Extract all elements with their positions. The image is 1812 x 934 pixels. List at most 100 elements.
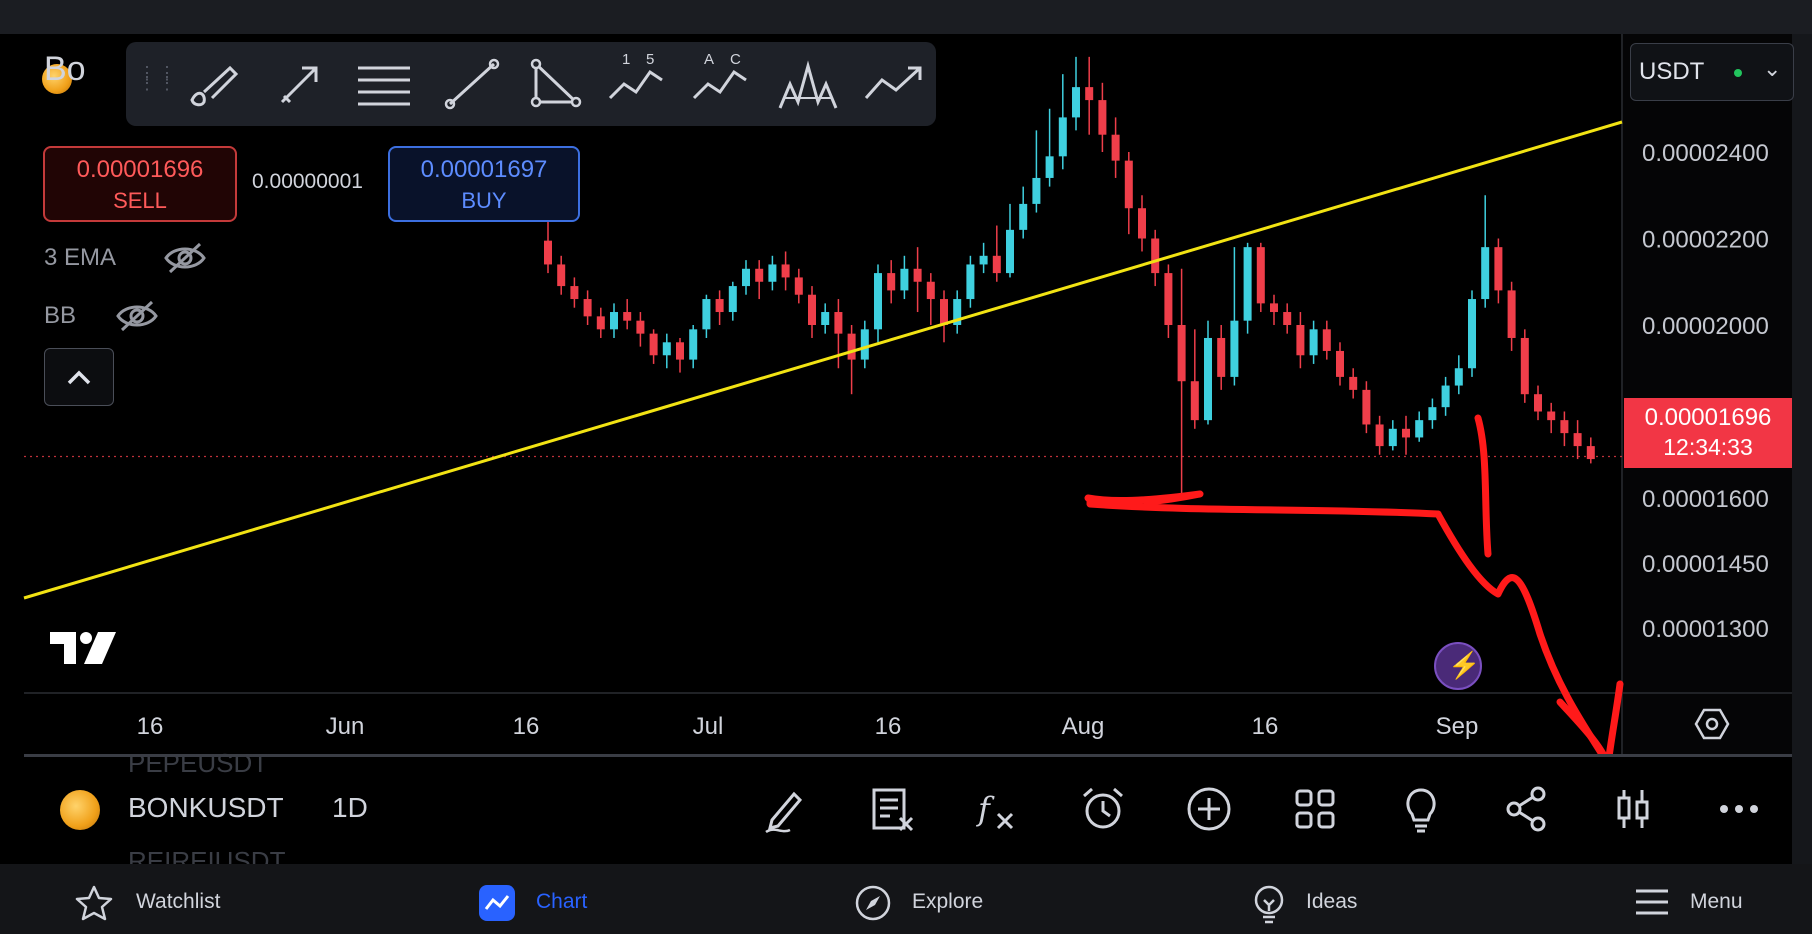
- nav-ideas[interactable]: Ideas: [1250, 864, 1390, 934]
- flash-icon[interactable]: ⚡: [1434, 642, 1482, 690]
- chart-area[interactable]: 0.000024000.000022000.000020000.00001800…: [0, 34, 1792, 754]
- brush-icon[interactable]: [184, 58, 244, 110]
- tradingview-logo-icon: [50, 632, 116, 664]
- candle-body: [1560, 420, 1569, 434]
- path-icon[interactable]: [862, 58, 926, 110]
- time-axis-label: Sep: [1436, 713, 1479, 740]
- time-axis-label: 16: [875, 713, 902, 740]
- trend-line-icon[interactable]: [442, 58, 502, 110]
- candlestick-chart[interactable]: 0.000024000.000022000.000020000.00001800…: [0, 34, 1792, 754]
- buy-button[interactable]: 0.00001697 BUY: [388, 146, 580, 222]
- alarm-clock-icon[interactable]: [1078, 784, 1128, 834]
- candle-body: [1124, 160, 1133, 209]
- chevron-up-icon: [67, 370, 91, 385]
- triangle-pattern-icon[interactable]: [526, 58, 586, 110]
- red-annotation-stroke: [1474, 414, 1492, 558]
- indicator-bb-label[interactable]: BB: [44, 302, 77, 329]
- candle-body: [1138, 208, 1146, 239]
- lightbulb-icon: [1254, 885, 1284, 924]
- candle-body: [940, 299, 948, 325]
- candle-body: [1283, 312, 1292, 325]
- price-axis-label: 0.00002000: [1642, 313, 1769, 340]
- candle-body: [1402, 428, 1410, 438]
- candle-body: [676, 342, 684, 360]
- candle-body: [821, 312, 830, 325]
- horizontal-lines-icon[interactable]: [354, 58, 414, 110]
- candle-body: [1520, 337, 1529, 395]
- eye-off-icon[interactable]: [162, 240, 208, 276]
- candle-body: [715, 299, 724, 313]
- candle-body: [874, 273, 882, 330]
- currency-select[interactable]: USDT ⌄: [1630, 43, 1794, 101]
- candle-body: [662, 342, 671, 356]
- candle-body: [1098, 100, 1107, 135]
- candle-body: [1573, 433, 1582, 447]
- abcd-label-a: A: [704, 51, 714, 68]
- lightbulb-icon[interactable]: [1396, 784, 1446, 834]
- collapse-indicators-button[interactable]: [44, 348, 114, 406]
- candle-body: [1190, 381, 1199, 421]
- candle-body: [900, 268, 909, 291]
- buy-price: 0.00001697: [420, 156, 548, 183]
- candle-body: [1441, 385, 1450, 408]
- candle-body: [1586, 446, 1595, 460]
- candle-body: [1019, 203, 1028, 230]
- star-icon: [75, 885, 113, 921]
- candle-body: [1362, 389, 1371, 425]
- plus-circle-icon[interactable]: [1184, 784, 1234, 834]
- drawing-toolbar[interactable]: ⋮⋮ ⋮⋮ 1 5 A C: [126, 42, 936, 126]
- interval[interactable]: 1D: [332, 792, 368, 823]
- candle-body: [1534, 394, 1542, 412]
- buy-label: BUY: [461, 188, 507, 213]
- indicators-fx-icon[interactable]: f: [972, 784, 1022, 834]
- candle-body: [583, 299, 592, 317]
- nav-explore-label: Explore: [912, 890, 984, 913]
- candle-body: [610, 312, 618, 330]
- compass-icon: [855, 885, 891, 921]
- candle-body: [1454, 368, 1463, 386]
- candle-body: [1494, 247, 1503, 291]
- drag-handle-icon[interactable]: ⋮⋮ ⋮⋮: [138, 63, 178, 93]
- object-tree-icon[interactable]: [868, 784, 918, 834]
- candle-body: [992, 255, 1001, 274]
- eye-off-icon[interactable]: [114, 298, 160, 334]
- right-edge-strip: [1792, 34, 1812, 934]
- abcd-icon[interactable]: A C: [688, 50, 752, 110]
- nav-watchlist-label: Watchlist: [136, 890, 221, 913]
- head-shoulders-icon[interactable]: [776, 58, 840, 114]
- candle-body: [1217, 337, 1226, 377]
- nav-menu[interactable]: Menu: [1634, 864, 1774, 934]
- more-icon[interactable]: [1714, 784, 1764, 834]
- symbol-name[interactable]: BONKUSDT: [128, 792, 284, 823]
- sell-button[interactable]: 0.00001696 SELL: [43, 146, 237, 222]
- candle-body: [1111, 134, 1120, 161]
- status-dot-icon: [1734, 69, 1742, 77]
- indicator-ema-label[interactable]: 3 EMA: [44, 244, 117, 271]
- candle-body: [768, 264, 777, 282]
- arrow-icon[interactable]: [272, 58, 332, 110]
- candle-body: [1322, 329, 1331, 351]
- candles-icon[interactable]: [1608, 784, 1658, 834]
- currency-value: USDT: [1639, 58, 1705, 85]
- red-annotation-stroke: [1086, 500, 1442, 518]
- candle-body: [1243, 247, 1252, 321]
- time-axis-label: 16: [137, 713, 164, 740]
- candle-body: [1164, 273, 1173, 325]
- nav-watchlist[interactable]: Watchlist: [74, 864, 254, 934]
- divider: [24, 754, 1792, 757]
- time-axis-label: 16: [1252, 713, 1279, 740]
- nav-explore[interactable]: Explore: [854, 864, 1014, 934]
- chart-settings-icon[interactable]: [1694, 706, 1730, 742]
- candle-body: [1428, 407, 1437, 421]
- elliott-label-1: 1: [622, 51, 630, 68]
- sell-label: SELL: [113, 188, 167, 213]
- pen-icon[interactable]: [760, 784, 810, 834]
- layout-grid-icon[interactable]: [1290, 784, 1340, 834]
- candle-body: [1204, 337, 1212, 421]
- time-axis-label: Jul: [693, 713, 724, 740]
- candle-body: [742, 268, 750, 287]
- time-axis-label: 16: [513, 713, 540, 740]
- elliott-15-icon[interactable]: 1 5: [604, 50, 668, 110]
- share-icon[interactable]: [1502, 784, 1552, 834]
- nav-chart[interactable]: Chart: [478, 864, 608, 934]
